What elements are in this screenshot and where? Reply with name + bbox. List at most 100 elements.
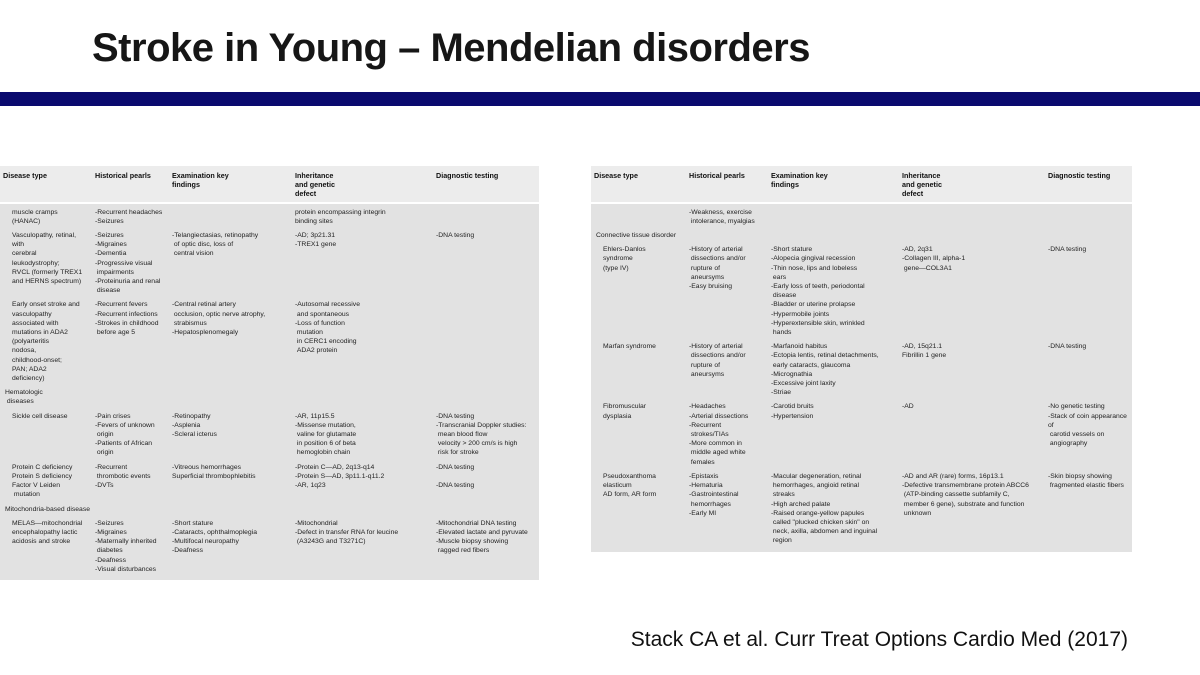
cell-disease-type: Fibromuscular dysplasia xyxy=(603,403,647,420)
cell-inheritance-genetic-defect: protein encompassing integrin binding si… xyxy=(295,208,386,225)
column-header-inheritance-genetic-defect: Inheritance and genetic defect xyxy=(295,171,335,199)
cell-examination-key-findings: -Telangiectasias, retinopathy of optic d… xyxy=(172,232,259,258)
column-header-examination-key-findings: Examination key findings xyxy=(771,171,828,190)
cell-diagnostic-testing xyxy=(436,300,539,383)
column-header-historical-pearls: Historical pearls xyxy=(689,171,745,180)
table-row: Pseudoxanthoma elasticum AD form, AR for… xyxy=(594,472,1129,546)
table-row: Protein C deficiency Protein S deficienc… xyxy=(3,463,536,500)
cell-inheritance-genetic-defect: -Autosomal recessive and spontaneous -Lo… xyxy=(295,301,360,355)
cell-diagnostic-testing xyxy=(436,505,539,514)
cell-diagnostic-testing: -DNA testing xyxy=(1048,343,1087,351)
cell-disease-type: Mitochondria-based disease xyxy=(5,505,91,513)
cell-disease-type: MELAS—mitochondrial encephalopathy lacti… xyxy=(12,519,83,546)
page-title: Stroke in Young – Mendelian disorders xyxy=(92,26,810,70)
column-header-examination-key-findings: Examination key findings xyxy=(172,171,229,190)
cell-inheritance-genetic-defect: -AD xyxy=(902,403,914,411)
cell-examination-key-findings: -Marfanoid habitus -Ectopia lentis, reti… xyxy=(771,343,879,397)
cell-historical-pearls xyxy=(95,505,172,514)
cell-diagnostic-testing xyxy=(1048,231,1133,240)
cell-disease-type xyxy=(594,208,689,226)
cell-historical-pearls: -History of arterial dissections and/or … xyxy=(689,246,746,291)
column-header-diagnostic-testing: Diagnostic testing xyxy=(1048,171,1111,180)
table-row: Early onset stroke and vasculopathy asso… xyxy=(3,300,536,383)
cell-diagnostic-testing: -No genetic testing -Stack of coin appea… xyxy=(1048,403,1127,448)
cell-inheritance-genetic-defect xyxy=(295,388,436,406)
cell-diagnostic-testing xyxy=(436,208,539,226)
cell-examination-key-findings: -Carotid bruits -Hypertension xyxy=(771,403,814,420)
cell-historical-pearls: -History of arterial dissections and/or … xyxy=(689,343,746,378)
cell-historical-pearls: -Seizures -Migraines -Dementia -Progress… xyxy=(95,232,161,295)
cell-diagnostic-testing: -DNA testing -Transcranial Doppler studi… xyxy=(436,412,527,457)
column-header-historical-pearls: Historical pearls xyxy=(95,171,151,180)
cell-disease-type: Protein C deficiency Protein S deficienc… xyxy=(12,463,73,499)
cell-disease-type: Vasculopathy, retinal, with cerebral leu… xyxy=(12,232,83,286)
table-body: muscle cramps (HANAC) -Recurrent headache… xyxy=(0,203,539,580)
table-row: Marfan syndrome -History of arterial diss… xyxy=(594,342,1129,397)
cell-historical-pearls xyxy=(95,388,172,406)
cell-inheritance-genetic-defect: -AR, 11p15.5 -Missense mutation, valine … xyxy=(295,412,357,457)
cell-inheritance-genetic-defect: -Mitochondrial -Defect in transfer RNA f… xyxy=(295,519,399,546)
cell-disease-type: Ehlers-Danlos syndrome (type IV) xyxy=(603,246,646,272)
cell-disease-type: Connective tissue disorder xyxy=(596,232,677,240)
table-header-row: Disease type Historical pearls Examination… xyxy=(591,166,1132,202)
cell-historical-pearls: -Recurrent thrombotic events -DVTs xyxy=(95,463,151,490)
table-row: muscle cramps (HANAC) -Recurrent headache… xyxy=(3,208,536,226)
table-row: Vasculopathy, retinal, with cerebral leu… xyxy=(3,231,536,295)
cell-examination-key-findings xyxy=(771,231,902,240)
cell-disease-type: Marfan syndrome xyxy=(603,343,656,351)
table-section-row: Connective tissue disorder xyxy=(594,231,1129,240)
cell-examination-key-findings xyxy=(771,208,902,226)
cell-diagnostic-testing: -DNA testing -DNA testing xyxy=(436,463,475,490)
cell-diagnostic-testing: -Skin biopsy showing fragmented elastic … xyxy=(1048,472,1124,490)
table-row: Ehlers-Danlos syndrome (type IV) -History… xyxy=(594,245,1129,337)
cell-examination-key-findings: -Retinopathy -Asplenia -Scleral icterus xyxy=(172,412,217,439)
cell-diagnostic-testing: -DNA testing xyxy=(436,232,475,240)
cell-historical-pearls: -Recurrent fevers -Recurrent infections … xyxy=(95,301,159,337)
cell-historical-pearls: -Headaches -Arterial dissections -Recurr… xyxy=(689,403,749,466)
cell-historical-pearls xyxy=(689,231,771,240)
cell-historical-pearls: -Epistaxis -Hematuria -Gastrointestinal … xyxy=(689,472,739,517)
cell-inheritance-genetic-defect: -AD, 2q31 -Collagen III, alpha-1 gene—CO… xyxy=(902,246,966,272)
table-row: Fibromuscular dysplasia -Headaches -Arter… xyxy=(594,402,1129,466)
cell-examination-key-findings: -Short stature -Alopecia gingival recess… xyxy=(771,246,865,337)
table-header-row: Disease type Historical pearls Examination… xyxy=(0,166,539,202)
column-header-diagnostic-testing: Diagnostic testing xyxy=(436,171,499,180)
cell-examination-key-findings xyxy=(172,505,295,514)
cell-inheritance-genetic-defect: -Protein C—AD, 2q13-q14 -Protein S—AD, 3… xyxy=(295,463,385,490)
cell-inheritance-genetic-defect xyxy=(295,505,436,514)
cell-examination-key-findings: -Vitreous hemorrhages Superficial thromb… xyxy=(172,463,256,480)
cell-diagnostic-testing xyxy=(1048,208,1133,226)
cell-disease-type: Pseudoxanthoma elasticum AD form, AR for… xyxy=(603,472,657,499)
cell-diagnostic-testing: -DNA testing xyxy=(1048,246,1087,254)
mendelian-table-right: Disease type Historical pearls Examination… xyxy=(591,166,1132,552)
cell-inheritance-genetic-defect xyxy=(902,208,1048,226)
cell-disease-type: Early onset stroke and vasculopathy asso… xyxy=(12,301,80,383)
cell-examination-key-findings: -Central retinal artery occlusion, optic… xyxy=(172,301,266,337)
cell-examination-key-findings: -Short stature -Cataracts, ophthalmopleg… xyxy=(172,519,258,555)
cell-historical-pearls: -Pain crises -Fevers of unknown origin -… xyxy=(95,412,155,457)
citation: Stack CA et al. Curr Treat Options Cardi… xyxy=(630,628,1128,651)
cell-disease-type: Sickle cell disease xyxy=(12,412,68,420)
cell-historical-pearls: -Recurrent headaches -Seizures xyxy=(95,208,163,225)
table-body: -Weakness, exercise intolerance, myalgia… xyxy=(591,203,1132,552)
cell-disease-type: muscle cramps (HANAC) xyxy=(12,208,58,225)
cell-disease-type: Hematologic diseases xyxy=(5,389,43,406)
table-section-row: Hematologic diseases xyxy=(3,388,536,406)
table-row: -Weakness, exercise intolerance, myalgia… xyxy=(594,208,1129,226)
cell-inheritance-genetic-defect xyxy=(902,231,1048,240)
cell-historical-pearls: -Weakness, exercise intolerance, myalgia… xyxy=(689,208,755,225)
cell-examination-key-findings: -Macular degeneration, retinal hemorrhag… xyxy=(771,472,878,545)
cell-inheritance-genetic-defect: -AD and AR (rare) forms, 16p13.1 -Defect… xyxy=(902,472,1029,517)
cell-diagnostic-testing: -Mitochondrial DNA testing -Elevated lac… xyxy=(436,519,528,555)
title-accent-bar xyxy=(0,92,1200,106)
mendelian-table-left: Disease type Historical pearls Examination… xyxy=(0,166,539,580)
cell-inheritance-genetic-defect: -AD; 3p21.31 -TREX1 gene xyxy=(295,232,337,249)
column-header-disease-type: Disease type xyxy=(3,171,47,180)
cell-historical-pearls: -Seizures -Migraines -Maternally inherit… xyxy=(95,519,157,573)
cell-inheritance-genetic-defect: -AD, 15q21.1 Fibrillin 1 gene xyxy=(902,343,947,360)
table-row: Sickle cell disease -Pain crises -Fevers … xyxy=(3,412,536,458)
column-header-inheritance-genetic-defect: Inheritance and genetic defect xyxy=(902,171,942,199)
cell-diagnostic-testing xyxy=(436,388,539,406)
cell-examination-key-findings xyxy=(172,208,295,226)
cell-examination-key-findings xyxy=(172,388,295,406)
